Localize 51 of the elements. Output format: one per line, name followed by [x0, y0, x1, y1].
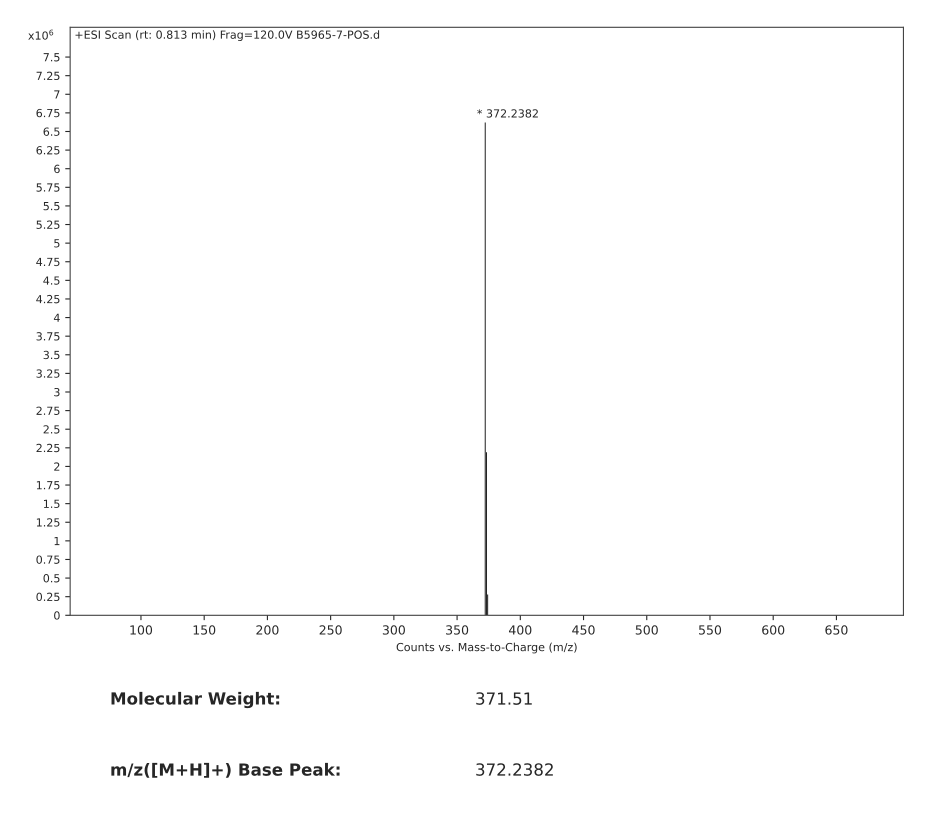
- y-tick-label: 3.75: [36, 332, 60, 341]
- y-tick-label: 6: [54, 164, 60, 174]
- y-tick-label: 5.5: [44, 202, 60, 210]
- x-tick-label: 100: [130, 625, 152, 635]
- y-tick-label: 1: [54, 536, 60, 546]
- y-tick-label: 2.5: [44, 425, 60, 434]
- y-tick-label: 4.25: [36, 294, 60, 304]
- y-tick-label: 3: [54, 388, 60, 396]
- y-tick-label: 0.5: [43, 574, 60, 582]
- y-tick-label: 2.75: [36, 406, 60, 415]
- y-axis-title: x10$^{6}$: [28, 30, 54, 40]
- y-tick-label: 7: [54, 90, 60, 98]
- y-tick-label: 6.5: [44, 127, 60, 136]
- y-tick-label: 3.5: [44, 350, 60, 360]
- x-tick-label: 600: [762, 625, 784, 635]
- y-tick-label: 4: [54, 314, 60, 322]
- x-tick-label: 450: [572, 625, 595, 635]
- y-tick-label: 5: [54, 239, 60, 248]
- text: 371.51: [476, 692, 532, 705]
- y-tick-label: 0.75: [36, 555, 60, 564]
- y-tick-label: 7.5: [44, 53, 60, 62]
- y-tick-label: 4.75: [36, 258, 60, 266]
- x-tick-label: 650: [825, 625, 848, 635]
- x-tick-label: 300: [382, 625, 405, 635]
- x-tick-label: 500: [636, 625, 658, 635]
- x-tick-label: 150: [194, 625, 216, 635]
- y-tick-label: 1.75: [36, 481, 60, 490]
- y-tick-label: 6.25: [36, 146, 60, 154]
- chart-title: +ESI Scan (rt: 0.813 min) Frag=120.0V B5965-7-POS.d: [75, 30, 380, 41]
- x-tick-label: 400: [508, 625, 532, 635]
- y-tick-label: 5.25: [36, 220, 60, 229]
- y-tick-label: 0: [54, 611, 60, 620]
- y-tick-label: 2: [54, 462, 60, 471]
- x-tick-label: 350: [446, 625, 468, 635]
- annotation: * 372.2382: [477, 109, 538, 118]
- y-tick-label: 7.25: [36, 72, 60, 80]
- y-tick-label: 1.25: [36, 518, 60, 527]
- y-tick-label: 0.25: [36, 592, 60, 602]
- x-tick-label: 550: [699, 625, 722, 635]
- y-tick-label: 4.5: [43, 276, 60, 285]
- x-tick-label: 200: [256, 625, 279, 635]
- text: Molecular Weight:: [112, 692, 280, 708]
- x-axis-title: Counts vs. Mass-to-Charge (m/z): [396, 642, 577, 654]
- y-tick-label: 2.25: [36, 444, 60, 452]
- y-tick-label: 6.75: [36, 108, 60, 118]
- text: 372.2382: [476, 763, 553, 776]
- text: m/z([M+H]+) Base Peak:: [111, 762, 340, 778]
- y-tick-label: 3.25: [36, 369, 60, 378]
- y-tick-label: 1.5: [44, 500, 60, 508]
- y-tick-label: 5.75: [36, 183, 60, 192]
- x-tick-label: 250: [320, 625, 342, 635]
